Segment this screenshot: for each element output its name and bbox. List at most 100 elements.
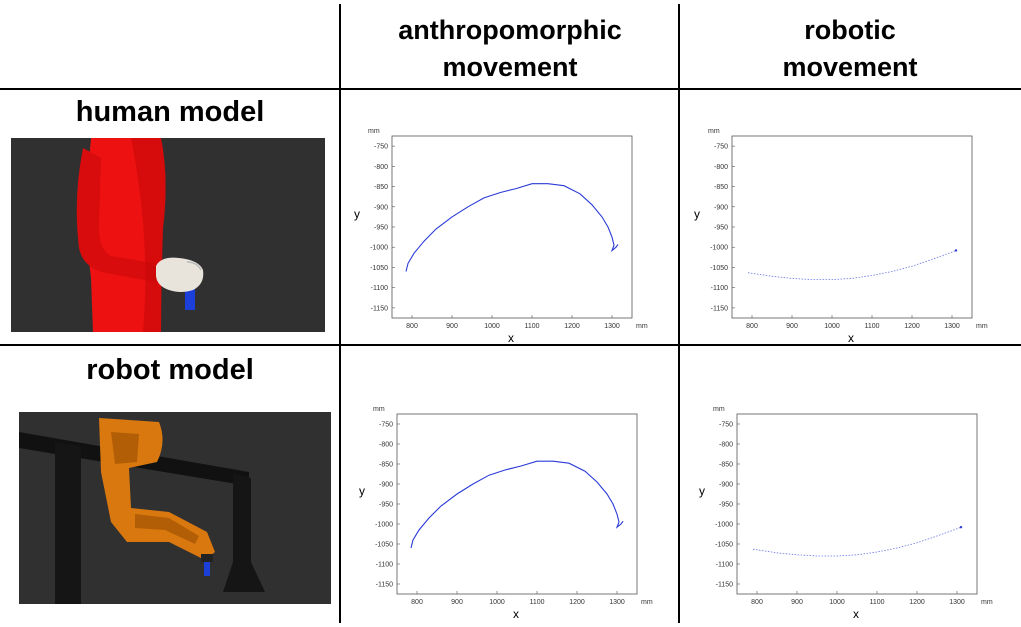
y-tick-label: -1150: [376, 582, 393, 589]
x-axis-label: x: [853, 607, 859, 621]
y-tick-label: -1100: [711, 285, 728, 292]
y-unit-label: mm: [373, 406, 385, 413]
y-tick-label: -1000: [710, 245, 728, 252]
y-tick-label: -850: [719, 462, 733, 469]
y-tick-label: -1150: [716, 582, 733, 589]
x-axis-label: x: [508, 331, 514, 345]
y-tick-label: -1000: [375, 522, 393, 529]
x-tick-label: 1100: [524, 323, 539, 330]
bottle-icon: [204, 562, 210, 576]
x-tick-label: 1200: [564, 323, 580, 330]
column-header-robotic: robotic movement: [782, 15, 918, 82]
grid-divider-horizontal-2: [0, 344, 1021, 346]
plot-frame: [391, 135, 633, 319]
y-tick-label: -750: [719, 422, 733, 429]
x-tick-label: 1300: [609, 599, 625, 606]
grid-divider-horizontal-1: [0, 88, 1021, 90]
y-tick-label: -1000: [715, 522, 733, 529]
bottle-icon: [185, 288, 195, 310]
x-tick-label: 800: [746, 323, 758, 330]
x-tick-label: 1200: [904, 323, 920, 330]
y-tick-label: -1050: [370, 265, 388, 272]
trajectory-end-point: [954, 249, 958, 252]
x-tick-label: 800: [751, 599, 763, 606]
y-tick-label: -1100: [376, 562, 393, 569]
y-axis-label: y: [354, 207, 360, 221]
grid-divider-vertical-2: [678, 4, 680, 623]
y-tick-label: -900: [719, 482, 733, 489]
y-tick-label: -900: [379, 482, 393, 489]
x-tick-label: 1000: [824, 323, 840, 330]
x-tick-label: 1300: [604, 323, 620, 330]
x-tick-label: 1100: [864, 323, 879, 330]
x-tick-label: 1100: [869, 599, 884, 606]
x-unit-label: mm: [641, 599, 653, 606]
y-unit-label: mm: [708, 128, 720, 135]
x-tick-label: 1200: [909, 599, 925, 606]
x-tick-label: 1000: [489, 599, 505, 606]
y-tick-label: -950: [374, 225, 388, 232]
y-tick-label: -850: [379, 462, 393, 469]
plot-frame: [396, 413, 638, 595]
x-tick-label: 800: [406, 323, 418, 330]
chart-robot-anthropomorphic: -750 -800 -850 -900 -950 -1000 -1050 -1100 -1150…: [355, 402, 655, 621]
chart-robot-robotic: -750 -800 -850 -900 -950 -1000 -1050 -1100 -1150…: [695, 402, 995, 621]
y-tick-label: -1050: [715, 542, 733, 549]
robot-model-render: [19, 412, 331, 604]
x-tick-label: 1100: [529, 599, 544, 606]
y-axis-label: y: [699, 484, 705, 498]
y-tick-label: -800: [374, 164, 388, 171]
y-unit-label: mm: [368, 128, 380, 135]
trajectory-end-point: [959, 526, 963, 529]
x-tick-label: 900: [446, 323, 458, 330]
trajectory-line: [752, 526, 962, 557]
grid-divider-vertical-1: [339, 4, 341, 623]
trajectory-line: [405, 183, 619, 272]
y-tick-label: -1150: [711, 305, 728, 312]
chart-svg: -750 -800 -850 -900 -950 -1000 -1050 -1100 -1150…: [354, 128, 648, 345]
row-header-robot-model: robot model: [86, 354, 254, 386]
y-tick-label: -800: [714, 164, 728, 171]
y-tick-label: -800: [719, 442, 733, 449]
x-axis-label: x: [848, 331, 854, 345]
x-tick-label: 900: [786, 323, 798, 330]
plot-frame: [736, 413, 978, 595]
y-tick-label: -1150: [371, 305, 388, 312]
trajectory-line: [747, 250, 957, 281]
x-tick-label: 800: [411, 599, 423, 606]
chart-svg: -750 -800 -850 -900 -950 -1000 -1050 -1100 -1150…: [359, 406, 653, 621]
y-tick-label: -750: [374, 144, 388, 151]
y-tick-label: -1100: [716, 562, 733, 569]
row-header-human-model: human model: [75, 96, 265, 128]
x-unit-label: mm: [981, 599, 993, 606]
y-tick-label: -1100: [371, 285, 388, 292]
y-tick-label: -1050: [710, 265, 728, 272]
x-unit-label: mm: [636, 323, 648, 330]
y-tick-label: -1000: [370, 245, 388, 252]
y-tick-label: -950: [719, 502, 733, 509]
x-tick-label: 900: [451, 599, 463, 606]
x-tick-label: 900: [791, 599, 803, 606]
x-tick-label: 1000: [484, 323, 500, 330]
y-tick-label: -800: [379, 442, 393, 449]
y-axis-label: y: [694, 207, 700, 221]
y-tick-label: -750: [379, 422, 393, 429]
y-axis-label: y: [359, 484, 365, 498]
y-tick-label: -750: [714, 144, 728, 151]
y-tick-label: -1050: [375, 542, 393, 549]
x-axis-label: x: [513, 607, 519, 621]
chart-svg: -750 -800 -850 -900 -950 -1000 -1050 -1100 -1150…: [699, 406, 993, 621]
plot-frame: [731, 135, 973, 319]
chart-human-anthropomorphic: -750 -800 -850 -900 -950 -1000 -1050 -1100 -1150…: [350, 124, 650, 345]
trajectory-line: [410, 460, 624, 549]
x-unit-label: mm: [976, 323, 988, 330]
x-tick-label: 1200: [569, 599, 585, 606]
x-tick-label: 1300: [949, 599, 965, 606]
y-tick-label: -950: [379, 502, 393, 509]
y-tick-label: -850: [714, 184, 728, 191]
chart-human-robotic: -750 -800 -850 -900 -950 -1000 -1050 -1100 -1150…: [690, 124, 990, 345]
chart-svg: -750 -800 -850 -900 -950 -1000 -1050 -1100 -1150…: [694, 128, 988, 345]
y-tick-label: -900: [714, 204, 728, 211]
x-tick-label: 1000: [829, 599, 845, 606]
y-tick-label: -850: [374, 184, 388, 191]
